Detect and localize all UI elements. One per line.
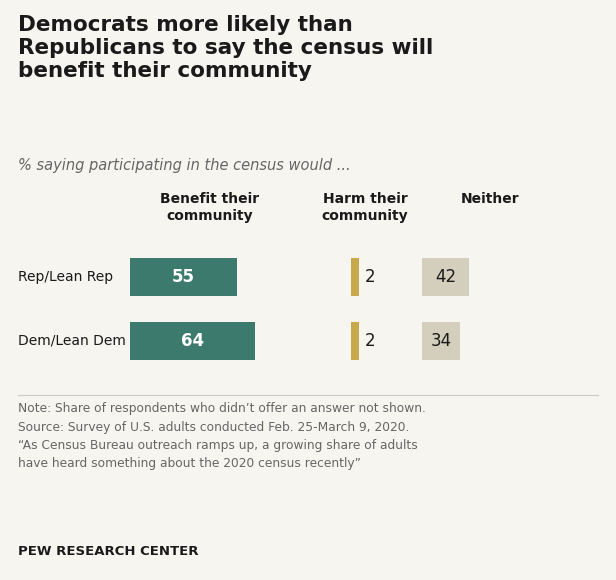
Text: Harm their
community: Harm their community [322,192,408,223]
Text: PEW RESEARCH CENTER: PEW RESEARCH CENTER [18,545,198,558]
Bar [422,322,460,360]
Text: % saying participating in the census would ...: % saying participating in the census wou… [18,158,351,173]
Bar [351,258,359,296]
Text: 55: 55 [172,268,195,286]
Text: Note: Share of respondents who didn’t offer an answer not shown.
Source: Survey : Note: Share of respondents who didn’t of… [18,402,426,470]
Text: 2: 2 [365,268,376,286]
Text: Democrats more likely than
Republicans to say the census will
benefit their comm: Democrats more likely than Republicans t… [18,15,433,81]
Bar [351,322,359,360]
Bar [422,258,469,296]
Bar [130,322,255,360]
Text: Neither: Neither [461,192,519,206]
Bar [130,258,237,296]
Text: Benefit their
community: Benefit their community [160,192,259,223]
Text: 42: 42 [435,268,456,286]
Text: 34: 34 [431,332,452,350]
Text: 2: 2 [365,332,376,350]
Text: 64: 64 [181,332,204,350]
Text: Dem/Lean Dem: Dem/Lean Dem [18,334,126,348]
Text: Rep/Lean Rep: Rep/Lean Rep [18,270,113,284]
